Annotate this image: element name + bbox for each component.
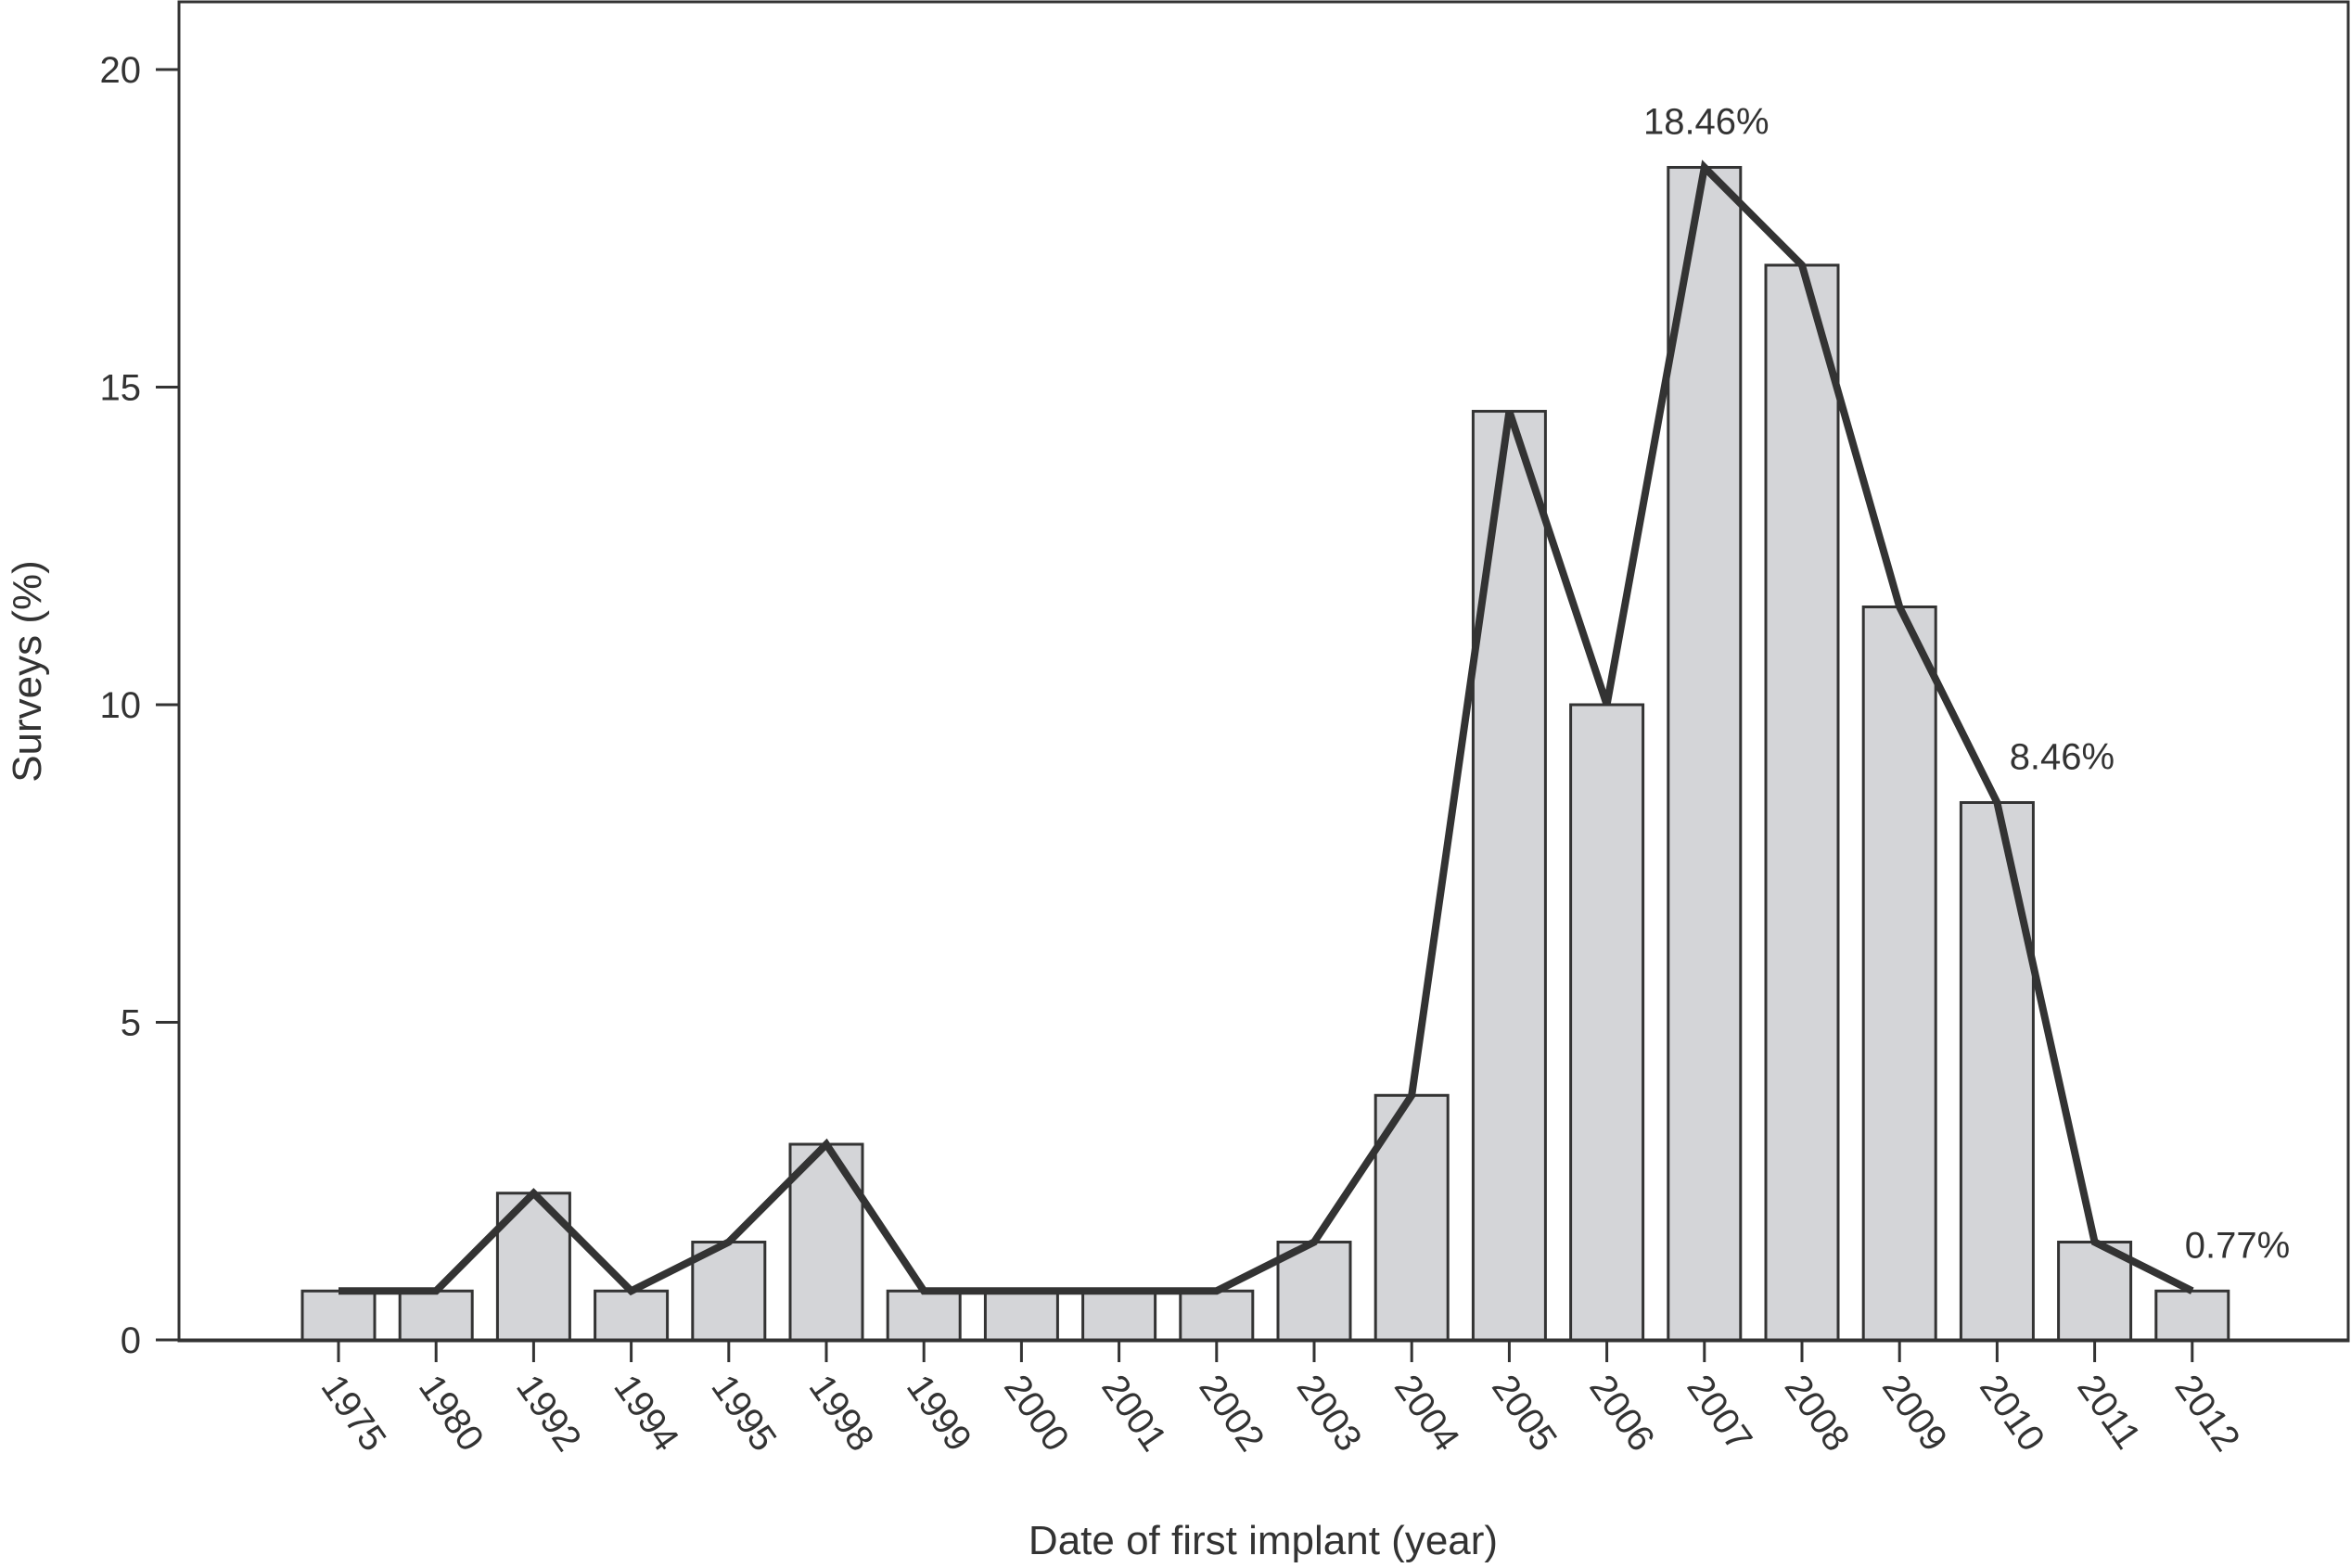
y-axis-title: Surveys (%) [5, 560, 50, 783]
x-axis: 1975 1980 1992 1994 1995 1998 1999 2000 2001 2002… [179, 1338, 2348, 1459]
x-tick-label-2007: 2007 [1679, 1368, 1759, 1459]
bar-2012 [2154, 1289, 2230, 1342]
x-tick-label-1999: 1999 [899, 1368, 979, 1459]
bars [300, 165, 2230, 1342]
bar-1975 [300, 1289, 377, 1342]
data-label-2007: 18.46% [1643, 101, 1770, 142]
x-tick-label-2009: 2009 [1874, 1368, 1955, 1459]
x-tick-label-2011: 2011 [2069, 1368, 2148, 1457]
annotations: 18.46% 8.46% 0.77% [1643, 101, 2290, 1266]
x-tick-label-2000: 2000 [996, 1368, 1077, 1459]
x-tick-label-2008: 2008 [1777, 1368, 1858, 1459]
y-tick-label: 0 [121, 1320, 141, 1361]
y-tick-label: 20 [100, 50, 142, 91]
x-tick-label-1992: 1992 [508, 1368, 589, 1459]
data-label-2010: 8.46% [2010, 736, 2115, 777]
x-tick-label-2010: 2010 [1972, 1368, 2052, 1459]
x-tick-label-1995: 1995 [703, 1368, 784, 1459]
x-tick-label-1980: 1980 [411, 1368, 492, 1459]
bar-2007 [1667, 165, 1743, 1342]
y-tick-label: 15 [100, 368, 142, 409]
x-axis-title: Date of first implant (year) [1029, 1518, 1498, 1563]
bar-2000 [983, 1289, 1059, 1342]
bar-2008 [1764, 263, 1840, 1342]
data-label-2012: 0.77% [2185, 1225, 2290, 1266]
bar-2001 [1081, 1289, 1157, 1342]
bar-2006 [1569, 703, 1645, 1342]
bar-1994 [594, 1289, 670, 1342]
y-tick-label: 10 [100, 685, 142, 726]
x-tick-label-2005: 2005 [1484, 1368, 1565, 1459]
bar-1999 [886, 1289, 962, 1342]
y-axis: 0 5 10 15 20 [100, 2, 181, 1361]
x-tick-label-2012: 2012 [2166, 1368, 2247, 1459]
bar-2005 [1471, 410, 1547, 1342]
x-tick-label-2006: 2006 [1581, 1368, 1662, 1459]
y-tick-label: 5 [121, 1003, 141, 1044]
bar-1995 [691, 1241, 767, 1342]
x-tick-label-1994: 1994 [606, 1368, 686, 1459]
x-tick-label-1998: 1998 [801, 1368, 882, 1459]
x-tick-label-2003: 2003 [1289, 1368, 1370, 1459]
x-tick-label-2004: 2004 [1386, 1368, 1467, 1459]
trend-line [339, 159, 2194, 1296]
x-tick-label-2002: 2002 [1191, 1368, 1271, 1459]
bar-2011 [2057, 1241, 2133, 1342]
x-tick-label-1975: 1975 [313, 1368, 394, 1459]
bar-1980 [398, 1289, 474, 1342]
x-tick-label-2001: 2001 [1093, 1368, 1174, 1459]
bar-2010 [1959, 800, 2035, 1342]
bar-2002 [1179, 1289, 1255, 1342]
bar-2009 [1861, 606, 1937, 1342]
